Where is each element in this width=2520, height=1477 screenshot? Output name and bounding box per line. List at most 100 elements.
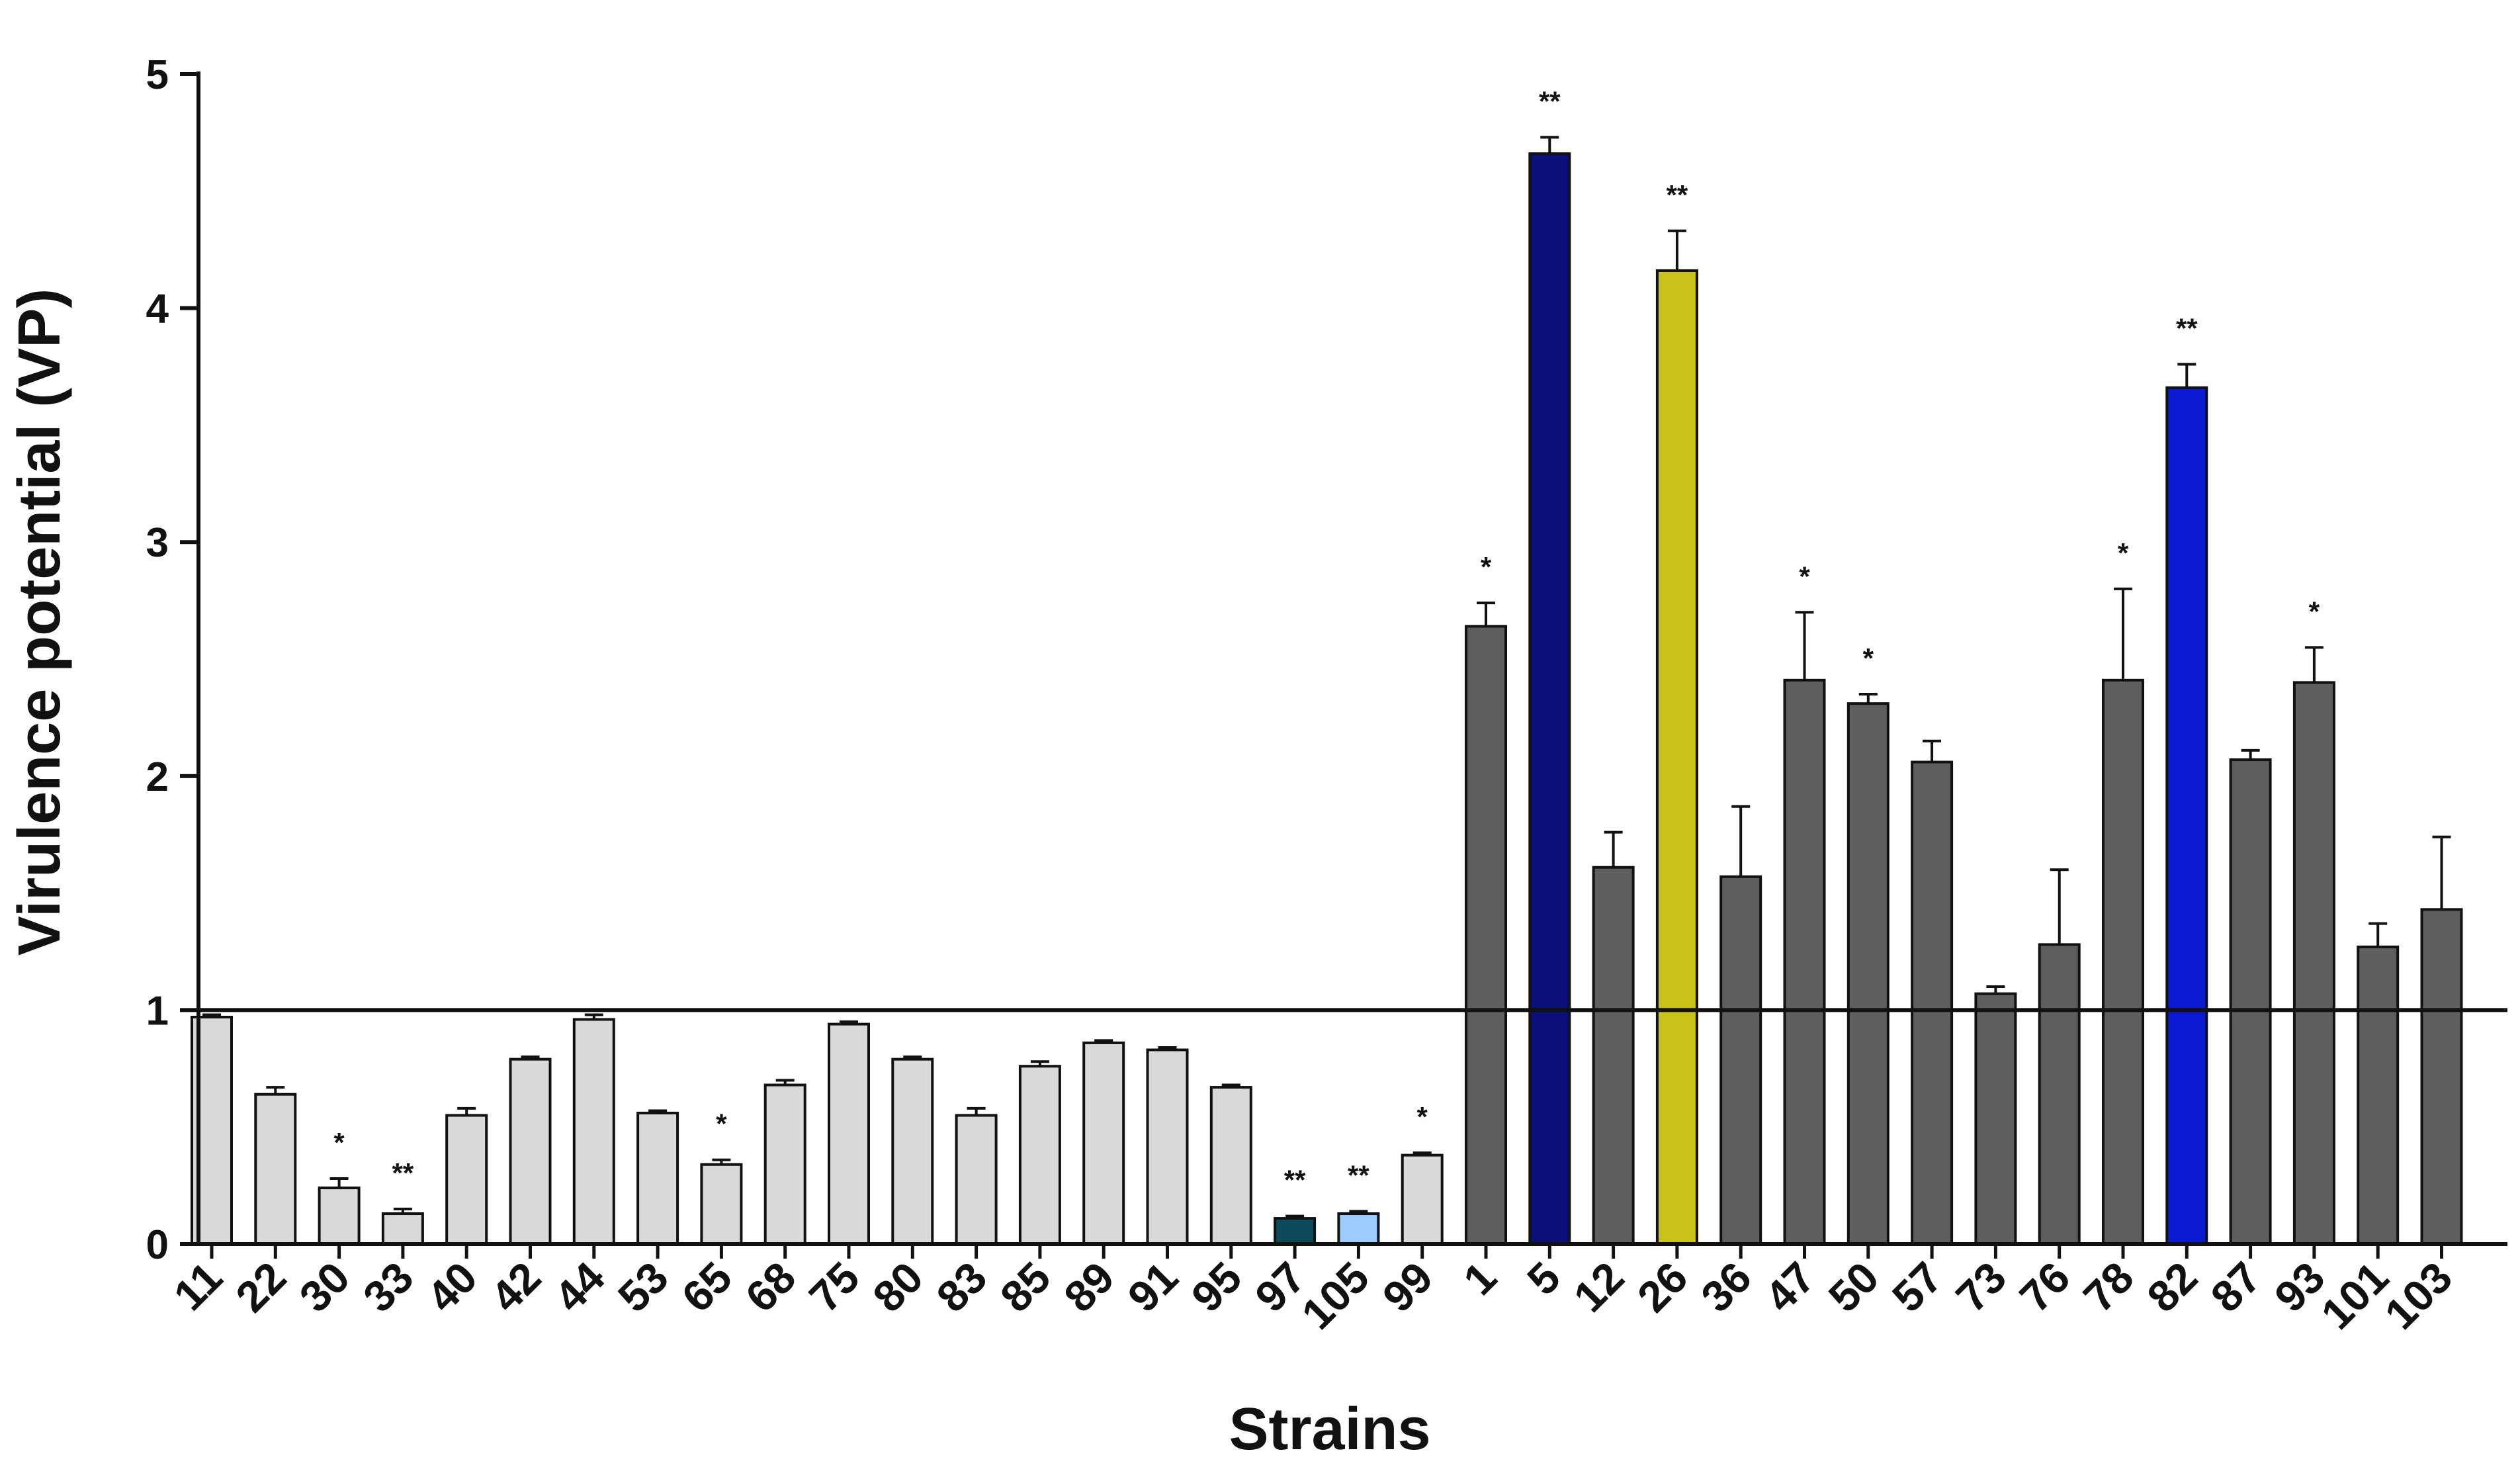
- x-tick-103: 103: [2375, 1253, 2461, 1339]
- bar-65: [700, 1163, 743, 1245]
- bar-12: [1592, 866, 1635, 1245]
- x-axis-title: Strains: [1229, 1396, 1430, 1462]
- x-tick-40: 40: [417, 1253, 486, 1321]
- bar-82: [2165, 386, 2208, 1245]
- error-bar-73: [1986, 985, 2005, 994]
- bar-93: [2292, 681, 2335, 1245]
- error-bar-87: [2241, 748, 2260, 760]
- x-tick-47: 47: [1755, 1253, 1824, 1321]
- x-tick-11: 11: [164, 1253, 232, 1320]
- bar-80: [891, 1057, 934, 1245]
- x-tick-1: 1: [1454, 1253, 1506, 1304]
- x-tick-80: 80: [863, 1253, 932, 1321]
- x-tick-68: 68: [736, 1253, 804, 1321]
- error-bar-91: [1158, 1046, 1177, 1050]
- bar-103: [2420, 908, 2463, 1246]
- x-tick-42: 42: [481, 1253, 550, 1321]
- significance-99: *: [1417, 1101, 1428, 1132]
- error-bar-22: [266, 1086, 285, 1095]
- bar-101: [2357, 945, 2400, 1245]
- x-tick-83: 83: [927, 1253, 996, 1321]
- error-bar-1: [1477, 602, 1495, 627]
- bar-26: [1655, 269, 1698, 1245]
- significance-1: *: [1481, 551, 1492, 582]
- error-bar-97: [1285, 1214, 1305, 1219]
- bar-97: [1274, 1217, 1317, 1246]
- x-tick-73: 73: [1946, 1253, 2015, 1321]
- bar-95: [1209, 1086, 1252, 1246]
- bar-73: [1974, 992, 2017, 1245]
- error-bar-82: [2177, 363, 2196, 388]
- x-tick-85: 85: [991, 1253, 1060, 1321]
- bar-44: [572, 1018, 615, 1245]
- bar-76: [2038, 943, 2081, 1245]
- significance-layer: ****** **************: [333, 85, 2320, 1195]
- error-bar-76: [2050, 868, 2069, 945]
- bar-78: [2102, 678, 2144, 1245]
- x-tick-87: 87: [2201, 1253, 2270, 1321]
- error-bar-33: [393, 1207, 412, 1214]
- significance-26: **: [1667, 179, 1688, 210]
- bar-36: [1719, 875, 1762, 1245]
- bar-105: [1337, 1212, 1380, 1245]
- bar-75: [828, 1022, 870, 1245]
- bar-22: [254, 1093, 297, 1246]
- error-bar-78: [2114, 587, 2132, 680]
- y-tick-4: 4: [146, 287, 169, 332]
- y-axis-title: Virulence potential (VP): [7, 289, 73, 956]
- bar-1: [1465, 625, 1507, 1245]
- bar-33: [381, 1212, 424, 1245]
- error-bar-5: [1540, 136, 1559, 154]
- x-tick-33: 33: [354, 1253, 423, 1321]
- error-bar-68: [775, 1079, 795, 1085]
- error-bar-101: [2368, 922, 2388, 947]
- significance-97: **: [1284, 1165, 1306, 1196]
- significance-50: *: [1863, 643, 1874, 674]
- bar-50: [1847, 702, 1890, 1245]
- significance-78: *: [2118, 537, 2129, 568]
- error-bar-11: [202, 1013, 221, 1018]
- error-bar-40: [457, 1106, 476, 1116]
- x-tick-99: 99: [1373, 1253, 1442, 1321]
- x-tick-78: 78: [2074, 1253, 2143, 1321]
- x-tick-36: 36: [1692, 1253, 1760, 1321]
- bar-40: [445, 1114, 488, 1246]
- error-bar-53: [648, 1109, 668, 1113]
- error-bar-12: [1604, 830, 1623, 868]
- x-tick-76: 76: [2010, 1253, 2079, 1321]
- x-tick-91: 91: [1118, 1253, 1187, 1321]
- bar-30: [318, 1186, 361, 1245]
- bar-87: [2229, 758, 2272, 1245]
- error-bar-95: [1221, 1083, 1240, 1088]
- error-bar-44: [584, 1013, 603, 1020]
- significance-82: **: [2176, 312, 2198, 343]
- error-bar-99: [1412, 1151, 1432, 1155]
- x-tick-53: 53: [609, 1253, 677, 1321]
- x-tick-105: 105: [1292, 1253, 1378, 1339]
- error-bar-36: [1731, 805, 1751, 877]
- x-tick-95: 95: [1182, 1253, 1250, 1321]
- x-tick-30: 30: [290, 1253, 359, 1321]
- x-tick-65: 65: [672, 1253, 741, 1321]
- x-tick-labels: 1122303340424453656875808385899195971059…: [164, 1252, 2461, 1338]
- bar-57: [1911, 760, 1954, 1245]
- error-bars-layer: [202, 136, 2451, 1219]
- y-tick-1: 1: [146, 988, 169, 1034]
- axes-layer: [180, 71, 2507, 1259]
- error-bar-89: [1094, 1039, 1113, 1043]
- y-tick-3: 3: [146, 520, 169, 566]
- x-tick-89: 89: [1055, 1253, 1123, 1321]
- error-bar-50: [1858, 693, 1878, 704]
- x-tick-57: 57: [1883, 1253, 1952, 1321]
- x-tick-22: 22: [226, 1253, 295, 1321]
- error-bar-105: [1349, 1210, 1368, 1214]
- bar-53: [636, 1111, 679, 1246]
- error-bar-30: [329, 1177, 349, 1188]
- error-bar-75: [840, 1020, 858, 1024]
- significance-47: *: [1799, 560, 1810, 592]
- error-bar-47: [1795, 611, 1814, 680]
- error-bar-65: [712, 1158, 731, 1165]
- bars-layer: [191, 152, 2463, 1246]
- error-bar-83: [967, 1106, 986, 1116]
- x-tick-75: 75: [800, 1253, 869, 1321]
